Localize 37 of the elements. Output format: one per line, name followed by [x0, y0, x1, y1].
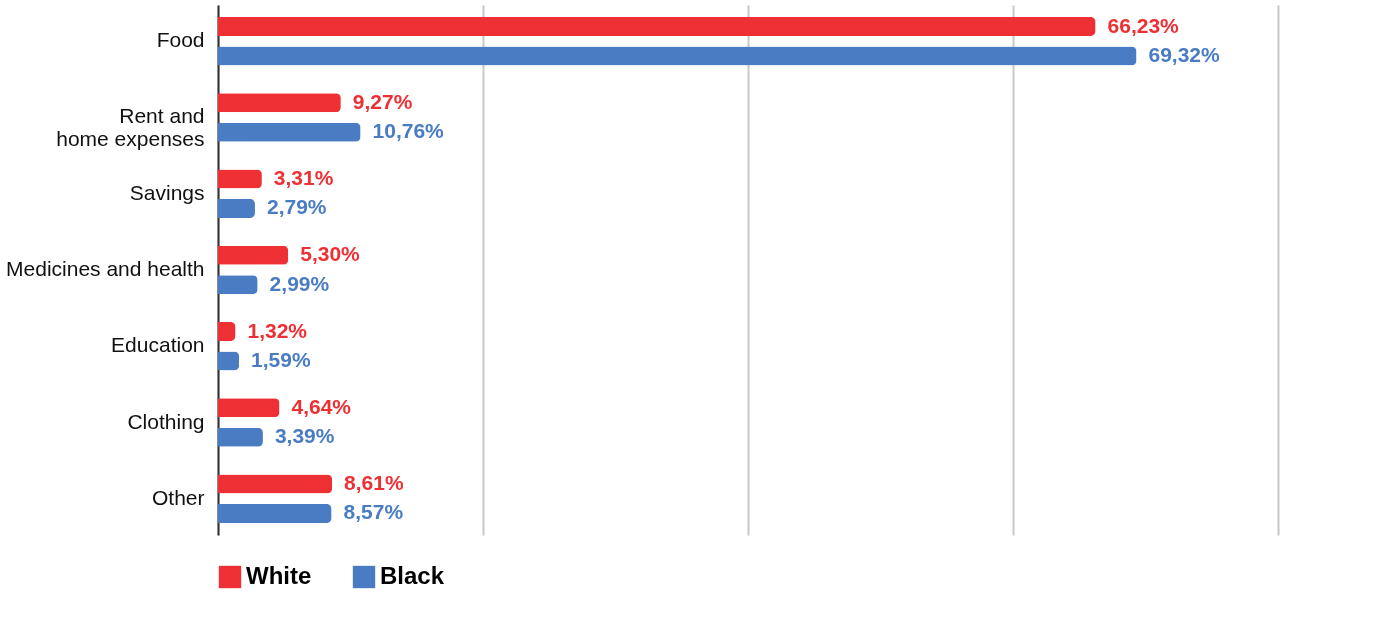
data-label: 4,64%	[291, 394, 352, 418]
bar	[218, 322, 236, 342]
data-label: 2,99%	[269, 271, 330, 295]
y-tick-label: Other	[151, 485, 205, 509]
bar	[218, 122, 361, 142]
legend-label: White	[246, 562, 312, 589]
data-label: 8,61%	[344, 471, 404, 495]
data-label: 8,57%	[343, 500, 404, 524]
data-label: 5,30%	[300, 242, 361, 266]
y-tick-label: Clothing	[127, 409, 205, 433]
data-label: 2,79%	[266, 195, 327, 219]
y-tick-label: Education	[111, 333, 205, 357]
y-tick-label: Food	[156, 28, 205, 52]
y-tick-label: Rent and home expenses	[56, 104, 205, 151]
bar	[218, 93, 341, 113]
data-label: 3,39%	[274, 424, 335, 448]
legend-label: Black	[380, 562, 445, 589]
data-label: 9,27%	[352, 89, 413, 113]
bar	[218, 503, 332, 523]
data-label: 1,59%	[251, 347, 311, 371]
bar	[218, 427, 263, 447]
data-label: 69,32%	[1148, 42, 1221, 66]
bar	[218, 169, 262, 189]
bar	[218, 351, 240, 371]
data-label: 66,23%	[1107, 13, 1180, 37]
bar	[218, 245, 289, 265]
data-label: 3,31%	[273, 166, 334, 190]
bar	[218, 198, 255, 218]
bar	[218, 398, 280, 418]
data-label: 10,76%	[372, 119, 445, 143]
y-tick-label: Medicines and health	[6, 257, 205, 280]
bar	[218, 46, 1137, 66]
y-tick-label: Savings	[129, 180, 205, 204]
bar	[218, 275, 258, 295]
bar	[218, 17, 1096, 37]
bar	[218, 474, 333, 494]
data-label: 1,32%	[247, 318, 308, 342]
